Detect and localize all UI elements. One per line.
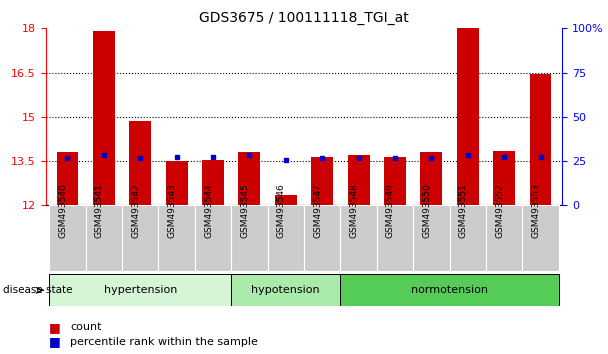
Text: GSM493550: GSM493550 <box>423 183 432 238</box>
Bar <box>49 274 231 306</box>
Text: GSM493548: GSM493548 <box>350 183 359 238</box>
Bar <box>231 205 268 271</box>
Text: GSM493546: GSM493546 <box>277 183 286 238</box>
Bar <box>231 274 340 306</box>
Bar <box>522 205 559 271</box>
Text: GSM493544: GSM493544 <box>204 183 213 238</box>
Bar <box>268 205 304 271</box>
Text: normotension: normotension <box>411 285 488 295</box>
Bar <box>384 156 406 205</box>
Bar <box>238 152 260 205</box>
Bar <box>130 121 151 205</box>
Text: GSM493553: GSM493553 <box>531 183 541 238</box>
Text: GSM493540: GSM493540 <box>58 183 67 238</box>
Bar <box>493 151 515 205</box>
Bar <box>57 152 78 205</box>
Bar <box>93 31 115 205</box>
Bar <box>159 205 195 271</box>
Bar <box>340 205 377 271</box>
Bar <box>166 161 187 205</box>
Text: count: count <box>70 322 102 332</box>
Bar <box>457 28 478 205</box>
Bar <box>486 205 522 271</box>
Bar <box>49 205 86 271</box>
Text: hypertension: hypertension <box>103 285 177 295</box>
Text: ■: ■ <box>49 321 60 334</box>
Text: GSM493551: GSM493551 <box>459 183 468 238</box>
Bar <box>377 205 413 271</box>
Bar <box>202 160 224 205</box>
Bar <box>449 205 486 271</box>
Text: GSM493542: GSM493542 <box>131 183 140 238</box>
Text: GSM493547: GSM493547 <box>313 183 322 238</box>
Bar <box>122 205 159 271</box>
Bar <box>421 152 442 205</box>
Bar <box>86 205 122 271</box>
Text: GSM493549: GSM493549 <box>386 183 395 238</box>
Text: GSM493543: GSM493543 <box>168 183 176 238</box>
Bar <box>195 205 231 271</box>
Text: disease state: disease state <box>3 285 72 295</box>
Text: ■: ■ <box>49 335 60 348</box>
Bar <box>413 205 449 271</box>
Bar <box>275 195 297 205</box>
Title: GDS3675 / 100111118_TGI_at: GDS3675 / 100111118_TGI_at <box>199 11 409 24</box>
Bar <box>304 205 340 271</box>
Text: GSM493541: GSM493541 <box>95 183 104 238</box>
Text: percentile rank within the sample: percentile rank within the sample <box>70 337 258 347</box>
Text: GSM493545: GSM493545 <box>240 183 249 238</box>
Bar <box>340 274 559 306</box>
Bar <box>311 156 333 205</box>
Bar <box>348 155 370 205</box>
Text: hypotension: hypotension <box>252 285 320 295</box>
Text: GSM493552: GSM493552 <box>495 183 504 238</box>
Bar <box>530 74 551 205</box>
